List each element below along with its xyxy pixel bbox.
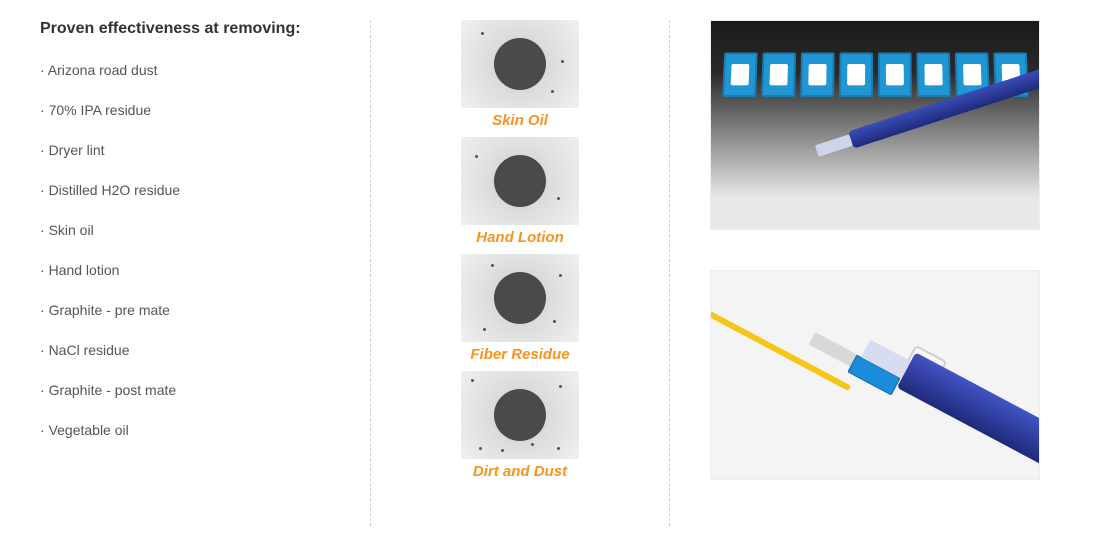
microscope-image: [461, 20, 579, 108]
contaminant-list: Arizona road dust 70% IPA residue Dryer …: [40, 62, 340, 438]
sample-skin-oil: Skin Oil: [461, 20, 579, 129]
sample-fiber-residue: Fiber Residue: [461, 254, 579, 363]
list-item: 70% IPA residue: [40, 102, 340, 118]
sample-hand-lotion: Hand Lotion: [461, 137, 579, 246]
list-item: Hand lotion: [40, 262, 340, 278]
microscope-image: [461, 371, 579, 459]
list-item: Skin oil: [40, 222, 340, 238]
list-item: Vegetable oil: [40, 422, 340, 438]
sample-label: Dirt and Dust: [473, 463, 567, 480]
list-item: Arizona road dust: [40, 62, 340, 78]
microscope-image: [461, 254, 579, 342]
product-image-connector-cleaning: [710, 270, 1040, 480]
sample-label: Fiber Residue: [470, 346, 569, 363]
list-item: Distilled H2O residue: [40, 182, 340, 198]
list-item: Dryer lint: [40, 142, 340, 158]
list-item: NaCl residue: [40, 342, 340, 358]
sample-dirt-dust: Dirt and Dust: [461, 371, 579, 480]
microscope-image: [461, 137, 579, 225]
product-image-panel-cleaning: [710, 20, 1040, 230]
effectiveness-heading: Proven effectiveness at removing:: [40, 20, 340, 38]
sample-label: Skin Oil: [492, 112, 548, 129]
list-item: Graphite - post mate: [40, 382, 340, 398]
sample-label: Hand Lotion: [476, 229, 563, 246]
list-item: Graphite - pre mate: [40, 302, 340, 318]
